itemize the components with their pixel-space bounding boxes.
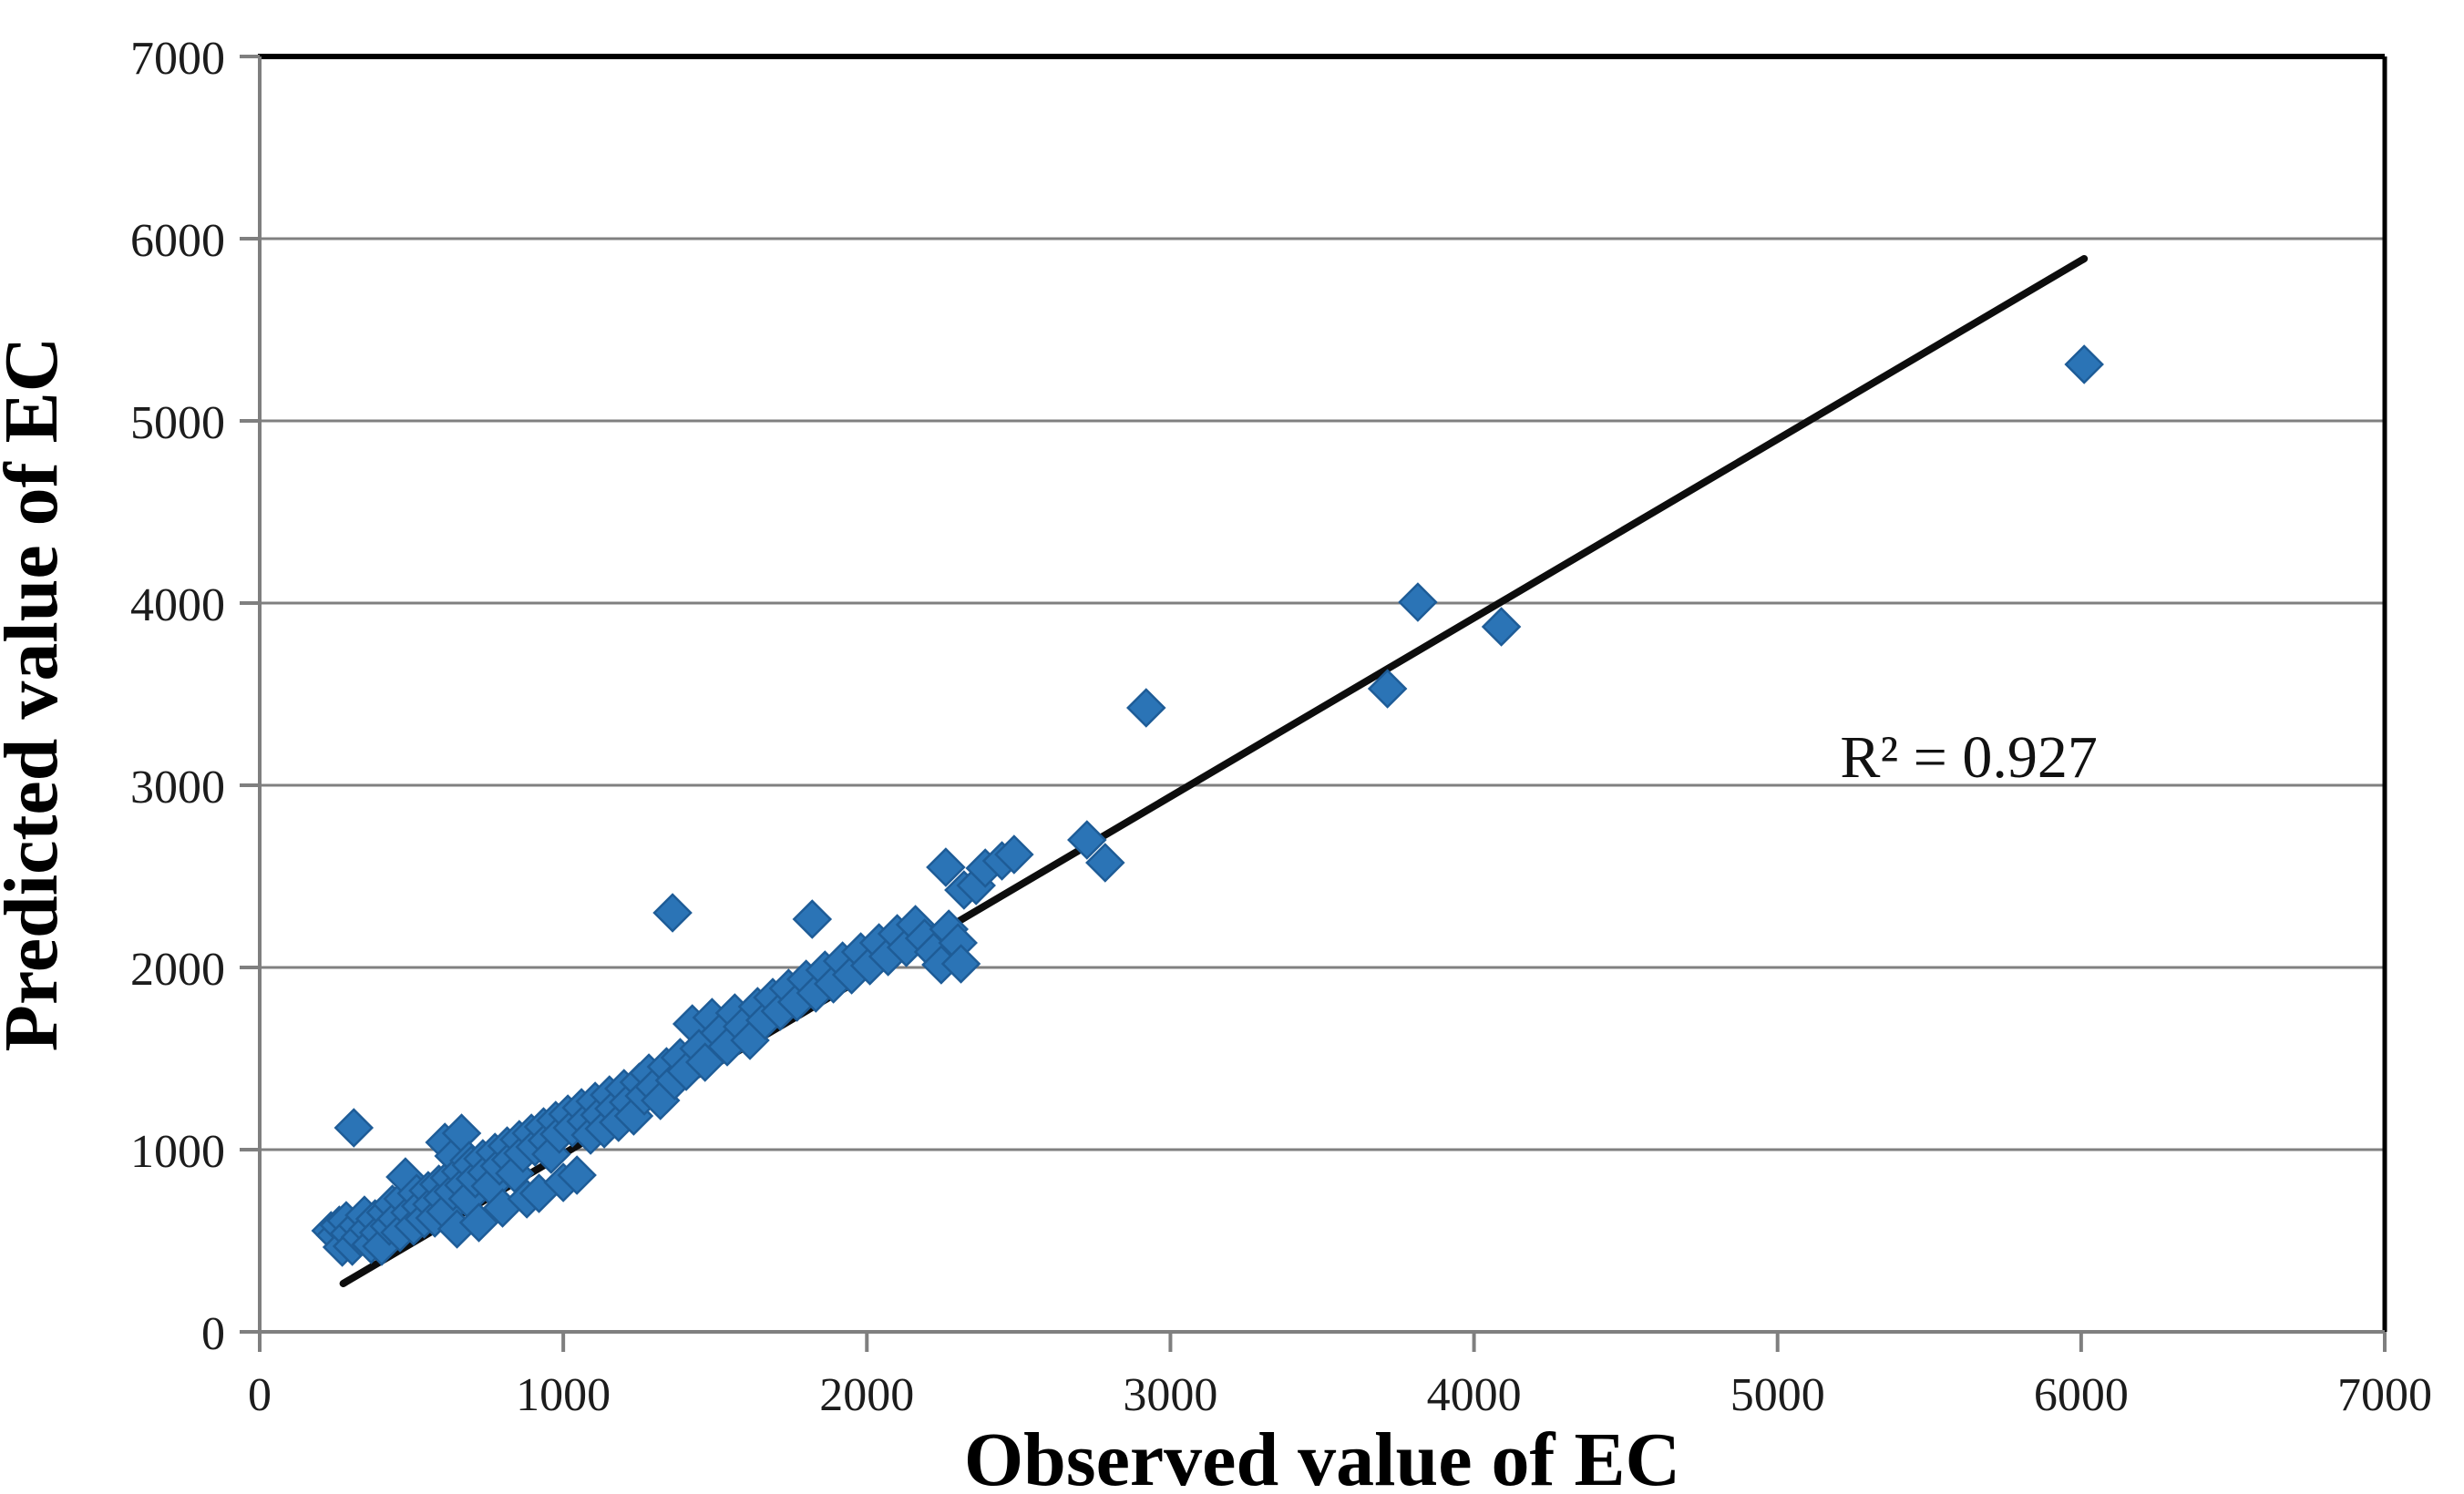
- x-tick-label: 1000: [516, 1369, 611, 1421]
- axes: [241, 56, 2385, 1350]
- x-tick-label: 3000: [1123, 1369, 1217, 1421]
- x-tick-label: 2000: [819, 1369, 914, 1421]
- y-tick-label: 7000: [130, 33, 225, 85]
- x-tick-label: 5000: [1730, 1369, 1825, 1421]
- y-tick-label: 3000: [130, 762, 225, 814]
- data-point: [994, 834, 1034, 875]
- y-tick-label: 4000: [130, 579, 225, 631]
- r-squared-annotation: R² = 0.927: [1840, 724, 2098, 791]
- data-point: [926, 847, 966, 887]
- data-point: [458, 1202, 499, 1243]
- x-tick-label: 7000: [2337, 1369, 2432, 1421]
- y-axis-title: Predicted value of EC: [0, 337, 74, 1052]
- plot-borders: [258, 54, 2387, 1332]
- x-tick-labels: 0 1000 2000 3000 4000 5000 6000 7000: [248, 1369, 2432, 1421]
- data-point: [792, 899, 833, 939]
- x-tick-label: 6000: [2034, 1369, 2129, 1421]
- y-tick-label: 1000: [130, 1126, 225, 1178]
- y-tick-label: 0: [201, 1308, 225, 1360]
- data-point: [334, 1108, 375, 1148]
- tick-marks: [240, 55, 2387, 1352]
- data-point: [557, 1155, 597, 1195]
- data-point: [1398, 582, 1438, 622]
- data-point: [940, 944, 981, 984]
- data-point: [1067, 820, 1107, 860]
- gridlines: [260, 237, 2385, 1151]
- data-point: [652, 893, 693, 933]
- data-point: [1126, 688, 1166, 728]
- y-tick-label: 5000: [130, 397, 225, 449]
- y-tick-label: 2000: [130, 944, 225, 996]
- data-points: [311, 344, 2104, 1267]
- x-tick-label: 0: [248, 1369, 272, 1421]
- data-point: [1367, 669, 1408, 709]
- x-tick-label: 4000: [1427, 1369, 1522, 1421]
- y-tick-labels: 0 1000 2000 3000 4000 5000 6000 7000: [130, 33, 225, 1360]
- x-axis-title: Observed value of EC: [964, 1417, 1680, 1494]
- data-point: [1085, 843, 1125, 883]
- y-tick-label: 6000: [130, 215, 225, 267]
- data-point: [1481, 607, 1522, 647]
- data-point: [2064, 344, 2104, 384]
